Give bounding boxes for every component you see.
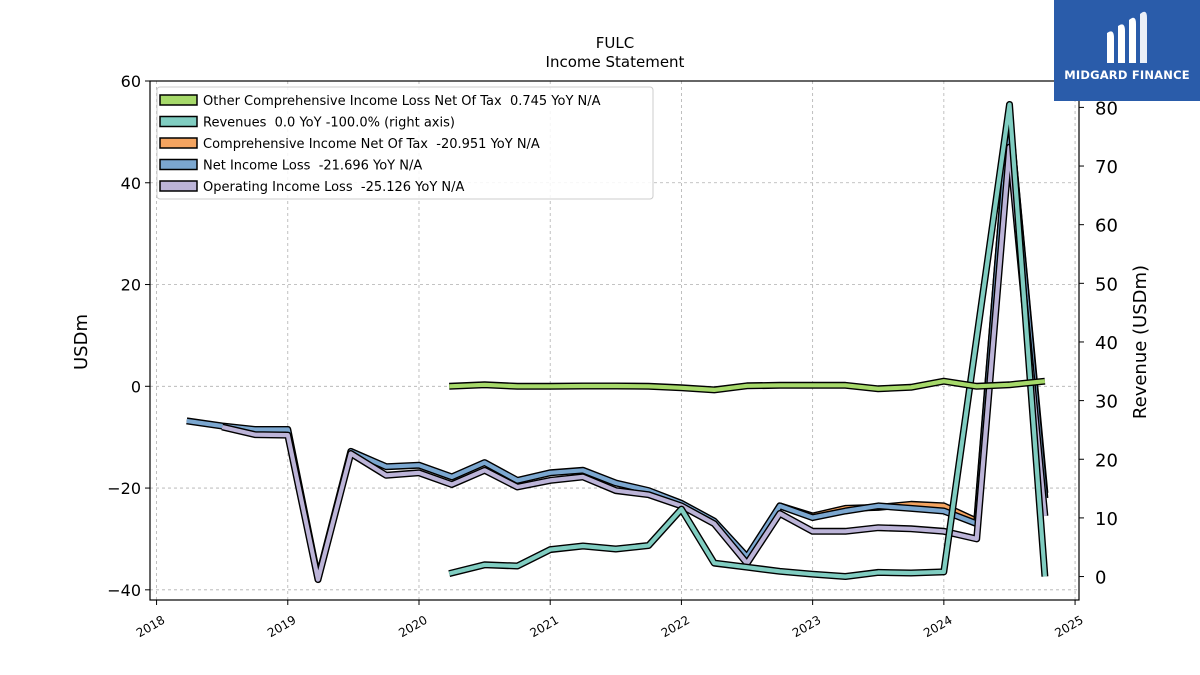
y-tick-label-right: 30 (1095, 392, 1118, 413)
legend-label: Revenues 0.0 YoY -100.0% (right axis) (203, 116, 455, 131)
series-line (221, 145, 1047, 582)
series-lines (186, 101, 1049, 584)
x-tick-label: 2023 (790, 613, 823, 640)
y-tick-label-right: 20 (1095, 450, 1118, 471)
y-axis-label-right: Revenue (USDm) (1130, 265, 1151, 419)
y-tick-label-right: 10 (1095, 509, 1118, 530)
y-tick-label-left: 0 (131, 377, 141, 396)
brand-logo: MIDGARD FINANCE (1054, 0, 1200, 101)
legend-label: Net Income Loss -21.696 YoY N/A (203, 159, 422, 174)
y-tick-label-right: 0 (1095, 568, 1106, 589)
brand-name: MIDGARD FINANCE (1064, 68, 1190, 82)
y-axis-label-left: USDm (71, 314, 92, 370)
midgard-logo-icon (1107, 11, 1147, 63)
y-tick-label-right: 80 (1095, 98, 1118, 119)
legend-label: Operating Income Loss -25.126 YoY N/A (203, 180, 465, 195)
x-tick-label: 2021 (527, 613, 560, 640)
legend-box (156, 86, 654, 200)
y-tick-label-left: 40 (121, 174, 141, 193)
y-tick-label-right: 60 (1095, 216, 1118, 237)
y-tick-label-right: 50 (1095, 274, 1118, 295)
x-tick-label: 2019 (265, 613, 298, 640)
x-tick-label: 2022 (659, 613, 692, 640)
plot-frame (149, 80, 1080, 601)
x-tick-label: 2018 (134, 613, 167, 640)
legend-swatch (159, 94, 198, 106)
y-tick-label-left: 20 (121, 276, 141, 295)
legend-swatch (159, 180, 198, 192)
y-tick-label-right: 40 (1095, 333, 1118, 354)
y-tick-label-left: −20 (107, 479, 141, 498)
legend-swatch (159, 115, 198, 128)
series-line (448, 102, 1047, 579)
y-tick-label-left: 60 (121, 72, 141, 91)
legend-swatch (159, 137, 198, 149)
legend: Other Comprehensive Income Loss Net Of T… (156, 86, 654, 200)
chart-subtitle: Income Statement (546, 53, 685, 71)
legend-label: Other Comprehensive Income Loss Net Of T… (203, 94, 601, 109)
x-tick-label: 2020 (396, 613, 429, 640)
chart-title: FULC (596, 34, 634, 52)
legend-label: Comprehensive Income Net Of Tax -20.951 … (203, 137, 540, 152)
legend-swatch (159, 158, 198, 171)
x-tick-label: 2024 (921, 613, 954, 640)
y-tick-label-left: −40 (107, 581, 141, 600)
y-tick-label-right: 70 (1095, 157, 1118, 178)
series-line (449, 379, 1046, 392)
x-tick-label: 2025 (1052, 613, 1085, 640)
series-line-outline (221, 143, 1049, 584)
